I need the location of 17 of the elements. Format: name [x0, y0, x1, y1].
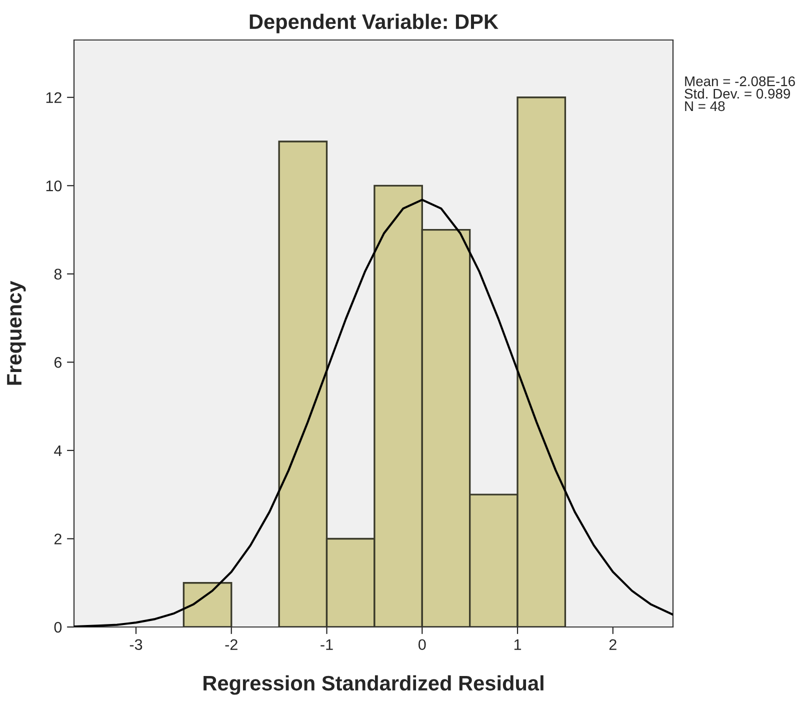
- x-tick-label: 1: [514, 639, 522, 650]
- x-axis-title: Regression Standardized Residual: [204, 675, 544, 695]
- y-tick-label: 0: [54, 622, 62, 633]
- x-tick-label: -2: [225, 639, 238, 650]
- y-tick-label: 10: [46, 180, 62, 192]
- x-tick-label: 2: [609, 639, 616, 650]
- chart-title: Dependent Variable: DPK: [250, 14, 498, 34]
- y-tick-label: 4: [54, 445, 62, 456]
- text: Mean = -2.08E-16 Std. Dev. = 0.989 N = 48: [684, 76, 795, 112]
- y-tick-label: 6: [54, 357, 62, 368]
- x-tick-label: 0: [418, 639, 426, 650]
- y-tick-label: 12: [46, 92, 62, 103]
- y-axis-title: Frequency: [7, 280, 26, 385]
- y-tick-label: 8: [54, 268, 62, 280]
- y-tick-label: 2: [54, 534, 62, 544]
- x-tick-label: -3: [130, 639, 142, 650]
- x-tick-label: -1: [320, 639, 333, 650]
